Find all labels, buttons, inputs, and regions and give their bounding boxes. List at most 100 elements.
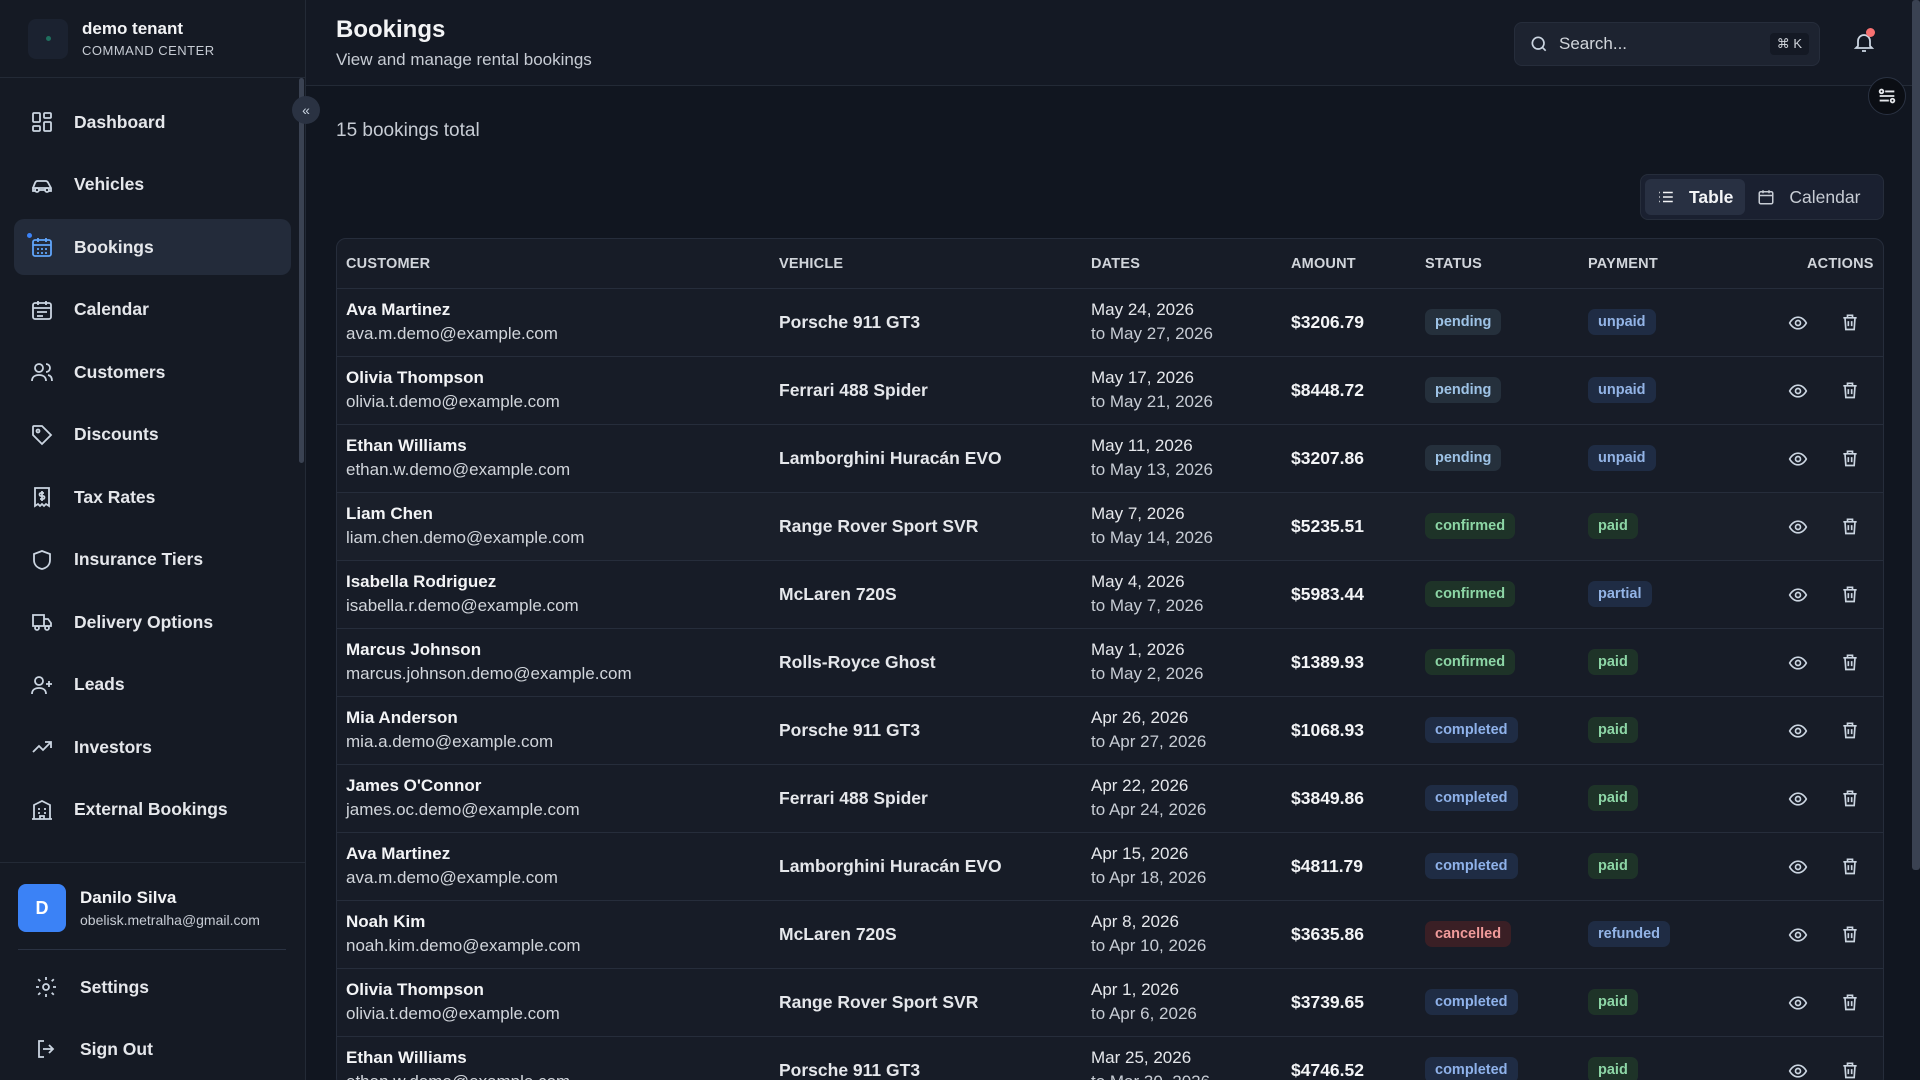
divider [18,949,286,950]
trash-icon[interactable] [1840,584,1860,604]
vehicle-name: Ferrari 488 Spider [779,788,928,808]
trash-icon[interactable] [1840,380,1860,400]
customer-email: liam.chen.demo@example.com [346,528,585,547]
trash-icon[interactable] [1840,448,1860,468]
eye-icon[interactable] [1788,993,1808,1013]
trash-icon[interactable] [1840,924,1860,944]
sidebar-item-dashboard[interactable]: Dashboard [14,94,291,150]
sidebar-item-customers[interactable]: Customers [14,344,291,400]
avatar: D [18,884,66,932]
filter-options-button[interactable] [1868,77,1906,115]
table-row[interactable]: Mia Anderson mia.a.demo@example.com Porsch… [337,697,1883,765]
settings-button[interactable]: Settings [18,956,306,1018]
column-header-vehicle[interactable]: VEHICLE [779,256,844,272]
eye-icon[interactable] [1788,653,1808,673]
main-scrollbar[interactable] [1912,0,1920,870]
customer-email: isabella.r.demo@example.com [346,596,579,615]
eye-icon[interactable] [1788,585,1808,605]
table-body: Ava Martinez ava.m.demo@example.com Porsch… [337,289,1883,1080]
table-row[interactable]: Ava Martinez ava.m.demo@example.com Lambor… [337,833,1883,901]
table-row[interactable]: Isabella Rodriguez isabella.r.demo@exampl… [337,561,1883,629]
gear-icon [34,975,58,999]
customer-email: ethan.w.demo@example.com [346,460,571,479]
calendar-view-button[interactable]: Calendar [1745,179,1872,215]
sidebar-item-discounts[interactable]: Discounts [14,407,291,463]
column-header-dates[interactable]: DATES [1091,256,1141,272]
customer-name: Ethan Williams [346,436,467,455]
eye-icon[interactable] [1788,517,1808,537]
bookings-total: 15 bookings total [336,120,480,141]
eye-icon[interactable] [1788,925,1808,945]
eye-icon[interactable] [1788,381,1808,401]
table-row[interactable]: Ethan Williams ethan.w.demo@example.com La… [337,425,1883,493]
table-header: CUSTOMER VEHICLE DATES AMOUNT STATUS PAY… [337,239,1883,289]
booking-amount: $4811.79 [1291,856,1364,876]
table-row[interactable]: Marcus Johnson marcus.johnson.demo@exampl… [337,629,1883,697]
sidebar-item-delivery-options[interactable]: Delivery Options [14,594,291,650]
sidebar-scrollbar[interactable] [299,78,304,463]
eye-icon[interactable] [1788,1061,1808,1080]
date-from: Apr 26, 2026 [1091,708,1189,727]
eye-icon[interactable] [1788,857,1808,877]
user-name: Danilo Silva [80,888,177,907]
sign-out-button[interactable]: Sign Out [18,1018,306,1080]
table-row[interactable]: Liam Chen liam.chen.demo@example.com Range… [337,493,1883,561]
user-profile[interactable]: D Danilo Silva obelisk.metralha@gmail.co… [18,883,306,933]
trash-icon[interactable] [1840,1060,1860,1080]
payment-badge: paid [1588,513,1638,539]
eye-icon[interactable] [1788,449,1808,469]
trash-icon[interactable] [1840,788,1860,808]
brand[interactable]: demo tenant COMMAND CENTER [0,0,305,78]
booking-amount: $3206.79 [1291,312,1364,332]
page-title: Bookings [336,16,446,43]
table-row[interactable]: James O'Connor james.oc.demo@example.com F… [337,765,1883,833]
eye-icon[interactable] [1788,789,1808,809]
eye-icon[interactable] [1788,721,1808,741]
calendar-icon [30,298,54,322]
column-header-customer[interactable]: CUSTOMER [346,256,431,272]
date-to: to May 2, 2026 [1091,664,1204,683]
table-view-button[interactable]: Table [1645,179,1746,215]
search-input[interactable]: Search... ⌘ K [1514,22,1820,66]
trash-icon[interactable] [1840,516,1860,536]
customer-name: Marcus Johnson [346,640,482,659]
sidebar-item-calendar[interactable]: Calendar [14,282,291,338]
grid-icon [30,110,54,134]
trash-icon[interactable] [1840,856,1860,876]
column-header-payment[interactable]: PAYMENT [1588,256,1658,272]
sidebar-item-label: Tax Rates [74,486,156,507]
customer-name: Olivia Thompson [346,368,484,387]
eye-icon[interactable] [1788,313,1808,333]
customer-email: ethan.w.demo@example.com [346,1072,570,1080]
truck-icon [30,610,54,634]
trash-icon[interactable] [1840,652,1860,672]
customer-name: Ava Martinez [346,300,451,319]
trash-icon[interactable] [1840,720,1860,740]
table-row[interactable]: Ethan Williams ethan.w.demo@example.com Po… [337,1037,1883,1080]
trash-icon[interactable] [1840,992,1860,1012]
table-row[interactable]: Olivia Thompson olivia.t.demo@example.com… [337,357,1883,425]
status-badge: completed [1425,785,1518,811]
sidebar-item-label: Bookings [74,236,154,257]
sidebar-item-vehicles[interactable]: Vehicles [14,157,291,213]
list-icon [1657,188,1675,206]
collapse-sidebar-button[interactable]: « [292,96,320,124]
table-row[interactable]: Noah Kim noah.kim.demo@example.com McLaren… [337,901,1883,969]
sidebar-item-tax-rates[interactable]: Tax Rates [14,469,291,525]
table-row[interactable]: Ava Martinez ava.m.demo@example.com Porsch… [337,289,1883,357]
sidebar-item-label: Delivery Options [74,611,214,632]
trash-icon[interactable] [1840,312,1860,332]
view-toggle: Table Calendar [1640,174,1884,220]
vehicle-name: Range Rover Sport SVR [779,516,979,536]
sidebar-item-bookings[interactable]: Bookings [14,219,291,275]
column-header-amount[interactable]: AMOUNT [1291,256,1356,272]
status-badge: confirmed [1425,649,1516,675]
customer-email: ava.m.demo@example.com [346,868,558,887]
table-row[interactable]: Olivia Thompson olivia.t.demo@example.com… [337,969,1883,1037]
sidebar-item-leads[interactable]: Leads [14,657,291,713]
sidebar-item-investors[interactable]: Investors [14,719,291,775]
column-header-status[interactable]: STATUS [1425,256,1483,272]
sidebar-item-insurance-tiers[interactable]: Insurance Tiers [14,532,291,588]
vehicle-name: McLaren 720S [779,924,897,944]
sidebar-item-external-bookings[interactable]: External Bookings [14,782,291,838]
